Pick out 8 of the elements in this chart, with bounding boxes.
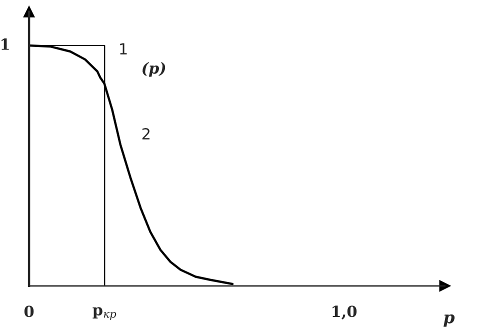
- x-axis-title: p: [444, 314, 455, 327]
- annotation: 2: [142, 128, 150, 140]
- x-tick-label: 1,0: [332, 306, 357, 320]
- annotation: 1: [120, 43, 127, 54]
- annotation: (p): [142, 62, 166, 77]
- x-tick-label: 0: [24, 306, 34, 318]
- x-tick-label: p$_{кр}$: [92, 307, 116, 320]
- text: 1: [2, 38, 9, 50]
